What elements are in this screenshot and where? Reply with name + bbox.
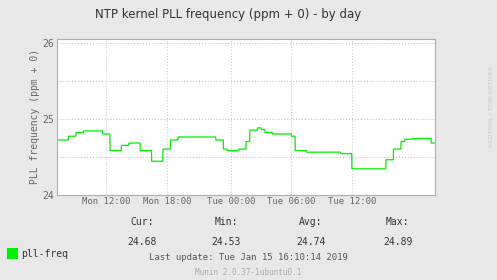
- Text: NTP kernel PLL frequency (ppm + 0) - by day: NTP kernel PLL frequency (ppm + 0) - by …: [95, 8, 362, 21]
- Text: Max:: Max:: [386, 217, 410, 227]
- Text: 24.53: 24.53: [211, 237, 241, 247]
- Text: 24.68: 24.68: [127, 237, 157, 247]
- Text: Min:: Min:: [214, 217, 238, 227]
- Text: pll-freq: pll-freq: [21, 249, 68, 259]
- Text: 24.74: 24.74: [296, 237, 326, 247]
- Text: Munin 2.0.37-1ubuntu0.1: Munin 2.0.37-1ubuntu0.1: [195, 268, 302, 277]
- Text: 24.89: 24.89: [383, 237, 413, 247]
- Text: Last update: Tue Jan 15 16:10:14 2019: Last update: Tue Jan 15 16:10:14 2019: [149, 253, 348, 262]
- Text: Avg:: Avg:: [299, 217, 323, 227]
- Text: RRDTOOL / TOBI OETIKER: RRDTOOL / TOBI OETIKER: [489, 66, 494, 147]
- Text: Cur:: Cur:: [130, 217, 154, 227]
- Y-axis label: PLL frequency (ppm + 0): PLL frequency (ppm + 0): [30, 49, 40, 185]
